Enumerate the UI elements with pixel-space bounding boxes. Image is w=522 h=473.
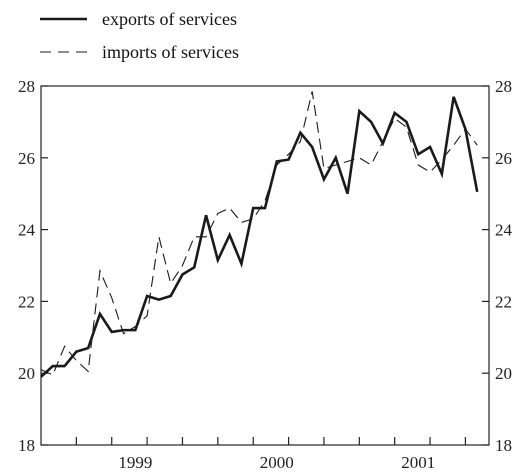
y-tick-label-left: 26: [18, 149, 35, 168]
y-tick-label-right: 18: [495, 436, 512, 455]
x-tick-label: 2000: [260, 453, 294, 472]
y-tick-label-right: 28: [495, 77, 512, 96]
y-tick-label-left: 28: [18, 77, 35, 96]
series-layer: [40, 91, 479, 378]
plot-area-frame: [40, 85, 490, 446]
y-tick-label-right: 20: [495, 364, 512, 383]
y-tick-label-right: 26: [495, 149, 512, 168]
series-line-exports: [40, 96, 479, 378]
series-line-imports: [40, 91, 478, 376]
axes: 18 18 20 20 22 22 24 24 26 26 28 28 1999 2000 2001: [18, 77, 513, 472]
y-tick-label-right: 22: [495, 292, 512, 311]
y-tick-label-right: 24: [495, 221, 513, 240]
legend-label-imports: imports of services: [102, 42, 239, 62]
y-tick-label-left: 18: [18, 436, 35, 455]
y-tick-label-left: 24: [18, 221, 36, 240]
legend: exports of services imports of services: [40, 9, 239, 62]
y-tick-label-left: 20: [18, 364, 35, 383]
x-tick-label: 2001: [401, 453, 435, 472]
x-tick-label: 1999: [118, 453, 152, 472]
legend-label-exports: exports of services: [102, 9, 237, 29]
y-tick-label-left: 22: [18, 292, 35, 311]
